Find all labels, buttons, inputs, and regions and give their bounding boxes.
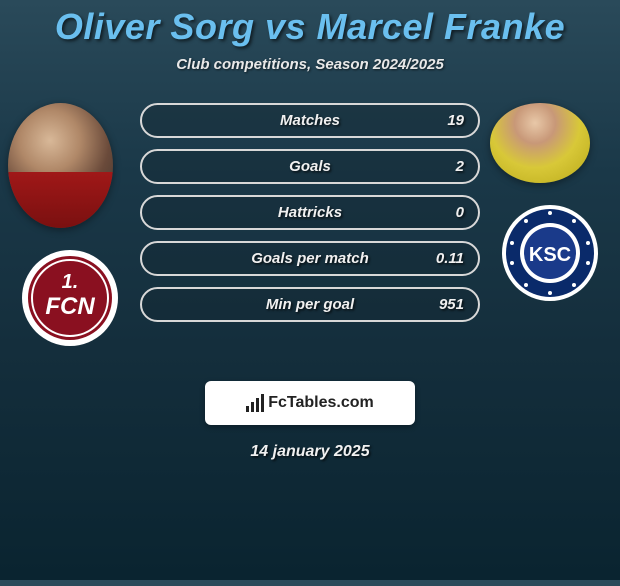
club-badge-left: 1. FCN xyxy=(20,248,120,348)
player-avatar-right xyxy=(490,103,590,183)
stat-row-goals-per-match: Goals per match 0.11 xyxy=(140,241,480,276)
svg-text:1.: 1. xyxy=(62,271,79,293)
stat-label: Goals per match xyxy=(251,250,369,267)
svg-text:KSC: KSC xyxy=(529,244,571,266)
snapshot-date: 14 january 2025 xyxy=(0,443,620,461)
stat-label: Min per goal xyxy=(266,296,354,313)
svg-text:FCN: FCN xyxy=(45,293,95,320)
stats-list: Matches 19 Goals 2 Hattricks 0 Goals per… xyxy=(140,103,480,322)
bar-chart-icon xyxy=(246,394,264,412)
comparison-panel: 1. FCN KSC Matches 19 Goals 2 xyxy=(0,103,620,363)
stat-label: Goals xyxy=(289,158,331,175)
stat-value: 951 xyxy=(439,296,464,313)
logo-text: FcTables.com xyxy=(268,394,374,412)
stat-value: 0 xyxy=(456,204,464,221)
fcn-badge-icon: 1. FCN xyxy=(20,248,120,348)
stat-value: 0.11 xyxy=(436,250,464,267)
club-badge-right: KSC xyxy=(500,203,600,303)
ksc-badge-icon: KSC xyxy=(500,203,600,303)
stat-row-matches: Matches 19 xyxy=(140,103,480,138)
stat-label: Matches xyxy=(280,112,340,129)
stat-row-hattricks: Hattricks 0 xyxy=(140,195,480,230)
logo-suffix: Tables.com xyxy=(287,394,374,411)
stat-label: Hattricks xyxy=(278,204,342,221)
subtitle: Club competitions, Season 2024/2025 xyxy=(0,56,620,73)
fctables-logo: FcTables.com xyxy=(205,381,415,425)
stat-row-goals: Goals 2 xyxy=(140,149,480,184)
player-avatar-left xyxy=(8,103,113,228)
logo-prefix: Fc xyxy=(268,394,287,411)
stat-value: 2 xyxy=(456,158,464,175)
page-title: Oliver Sorg vs Marcel Franke xyxy=(0,6,620,48)
stat-value: 19 xyxy=(447,112,464,129)
stat-row-min-per-goal: Min per goal 951 xyxy=(140,287,480,322)
